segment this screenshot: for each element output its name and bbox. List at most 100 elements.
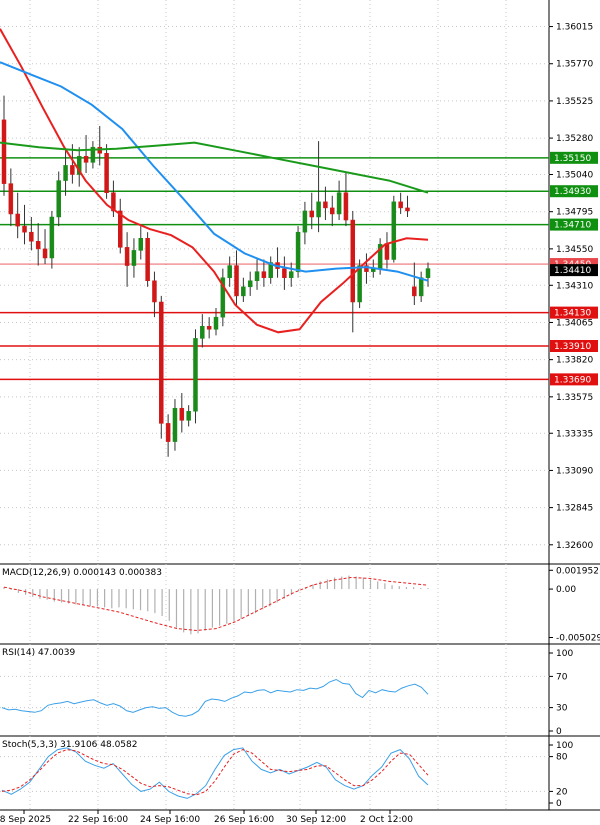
candle-bearish[interactable] bbox=[350, 210, 356, 333]
price-tick-label: 1.34310 bbox=[556, 281, 593, 291]
candle-body bbox=[227, 265, 232, 278]
candle-body bbox=[234, 265, 239, 297]
resistance-level-tag bbox=[550, 185, 598, 198]
candle-bearish[interactable] bbox=[35, 223, 41, 266]
current-price-tag bbox=[550, 264, 598, 277]
candle-bearish[interactable] bbox=[29, 217, 34, 251]
candle-bearish[interactable] bbox=[309, 192, 314, 230]
candle-bearish[interactable] bbox=[179, 393, 185, 433]
candle-bullish[interactable] bbox=[186, 405, 191, 427]
candle-bearish[interactable] bbox=[42, 229, 48, 265]
x-tick-label: 22 Sep 16:00 bbox=[68, 815, 128, 825]
candle-bearish[interactable] bbox=[330, 195, 335, 227]
candle-bearish[interactable] bbox=[398, 192, 403, 214]
candle-bearish[interactable] bbox=[15, 192, 20, 239]
candle-bullish[interactable] bbox=[391, 195, 397, 263]
stochastic-tick-label: 20 bbox=[556, 787, 568, 797]
candle-bullish[interactable] bbox=[425, 262, 431, 287]
rsi-tick-label: 30 bbox=[556, 704, 568, 714]
candle-body bbox=[309, 210, 314, 218]
candle-bearish[interactable] bbox=[111, 180, 116, 218]
candle-bearish[interactable] bbox=[282, 256, 287, 290]
candle-bullish[interactable] bbox=[316, 141, 321, 233]
candle-bearish[interactable] bbox=[124, 232, 130, 287]
candle-bearish[interactable] bbox=[1, 95, 7, 196]
candle-body bbox=[186, 410, 191, 421]
candle-bearish[interactable] bbox=[104, 144, 109, 199]
candle-bearish[interactable] bbox=[234, 250, 239, 306]
current-price-label: 1.34410 bbox=[554, 266, 591, 276]
resistance-level-label: 1.35150 bbox=[554, 154, 591, 164]
candle-bullish[interactable] bbox=[56, 171, 61, 227]
candle-body bbox=[8, 183, 14, 215]
candle-bearish[interactable] bbox=[261, 259, 267, 287]
candle-bullish[interactable] bbox=[63, 150, 68, 196]
candle-bearish[interactable] bbox=[159, 295, 164, 439]
candle-bullish[interactable] bbox=[138, 226, 144, 260]
candle-body bbox=[179, 407, 185, 421]
support-level-label: 1.33690 bbox=[554, 375, 591, 385]
resistance-level-tag bbox=[550, 218, 598, 231]
price-tick-label: 1.33575 bbox=[556, 393, 593, 403]
rsi-line bbox=[1, 678, 429, 717]
stochastic-panel: Stoch(5,3,3) 31.9106 48.0582 100 80 20 0 bbox=[0, 740, 573, 809]
candle-bullish[interactable] bbox=[213, 308, 219, 336]
candle-body bbox=[111, 192, 116, 212]
candle-bearish[interactable] bbox=[364, 253, 369, 284]
macd-tick-label: 0.001952 bbox=[556, 566, 599, 576]
candle-bullish[interactable] bbox=[288, 262, 294, 287]
candle-bearish[interactable] bbox=[323, 186, 328, 221]
support-level-label: 1.34130 bbox=[554, 309, 591, 319]
macd-tick-label: -0.005029 bbox=[556, 634, 600, 644]
price-tick-label: 1.33090 bbox=[556, 466, 593, 476]
candle-bearish[interactable] bbox=[206, 317, 212, 339]
candle-body bbox=[405, 207, 410, 212]
candle-body bbox=[83, 156, 89, 163]
candle-bearish[interactable] bbox=[165, 414, 171, 457]
candle-bullish[interactable] bbox=[241, 277, 246, 302]
candle-bearish[interactable] bbox=[152, 271, 157, 318]
support-level-tag bbox=[550, 306, 598, 319]
candle-body bbox=[261, 271, 267, 278]
candle-bullish[interactable] bbox=[193, 329, 198, 424]
candle-bullish[interactable] bbox=[336, 180, 342, 221]
stochastic-title: Stoch(5,3,3) 31.9106 48.0582 bbox=[2, 740, 137, 750]
candle-body bbox=[398, 201, 403, 209]
candle-bullish[interactable] bbox=[302, 201, 308, 245]
candle-body bbox=[241, 286, 246, 297]
macd-tick-label: 0.00 bbox=[556, 585, 576, 595]
candle-bullish[interactable] bbox=[227, 256, 232, 287]
support-level-tag bbox=[550, 373, 598, 386]
candle-body bbox=[247, 280, 253, 288]
candle-bearish[interactable] bbox=[343, 171, 349, 227]
candle-bullish[interactable] bbox=[76, 147, 82, 187]
candle-bearish[interactable] bbox=[118, 198, 123, 254]
candle-bearish[interactable] bbox=[412, 262, 417, 306]
candle-bullish[interactable] bbox=[254, 259, 260, 290]
candle-bullish[interactable] bbox=[49, 210, 55, 269]
candle-body bbox=[254, 271, 260, 281]
macd-title: MACD(12,26,9) 0.000143 0.000383 bbox=[2, 568, 162, 578]
moving-average-line bbox=[0, 141, 429, 194]
candle-bullish[interactable] bbox=[131, 238, 137, 278]
candle-bullish[interactable] bbox=[200, 314, 205, 348]
candle-bullish[interactable] bbox=[90, 141, 96, 169]
support-level-tag bbox=[550, 339, 598, 352]
candle-bullish[interactable] bbox=[247, 271, 253, 296]
candle-bearish[interactable] bbox=[8, 168, 14, 227]
candle-bullish[interactable] bbox=[172, 399, 178, 451]
candle-bearish[interactable] bbox=[22, 204, 27, 245]
candle-bearish[interactable] bbox=[83, 135, 89, 173]
resistance-level-tag bbox=[550, 151, 598, 164]
candle-bearish[interactable] bbox=[145, 232, 150, 287]
macd-panel: MACD(12,26,9) 0.000143 0.000383 0.001952 0… bbox=[2, 566, 600, 643]
candle-body bbox=[330, 207, 335, 215]
candle-bearish[interactable] bbox=[405, 195, 410, 218]
candle-bullish[interactable] bbox=[220, 268, 226, 327]
candle-body bbox=[90, 146, 96, 163]
candle-bullish[interactable] bbox=[268, 256, 273, 284]
rsi-tick-label: 100 bbox=[556, 649, 573, 659]
x-tick-label: 18 Sep 2025 bbox=[0, 815, 51, 825]
